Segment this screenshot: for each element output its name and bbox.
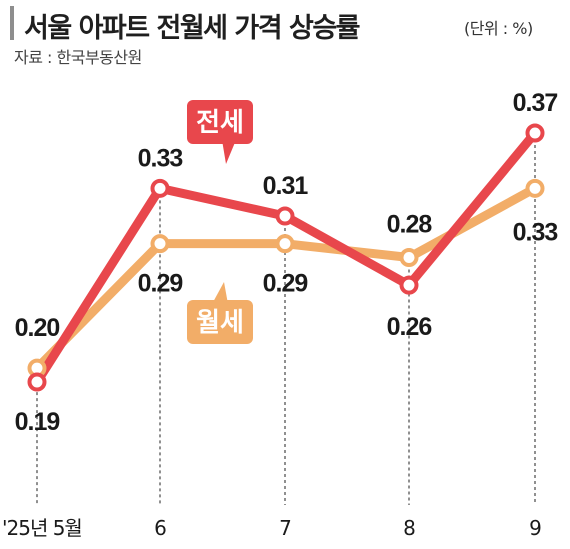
callout-jeonse: 전세 — [187, 100, 253, 164]
data-label-wolse: 0.33 — [513, 218, 558, 246]
data-label-wolse: 0.20 — [15, 314, 60, 342]
unit-label: (단위 : %) — [464, 19, 533, 38]
data-point-jeonse — [150, 178, 170, 198]
data-point-jeonse — [27, 372, 47, 392]
data-label-jeonse: 0.37 — [513, 89, 558, 117]
data-label-jeonse: 0.33 — [138, 144, 183, 172]
data-point-jeonse — [399, 275, 419, 295]
series-line-jeonse — [32, 128, 540, 387]
data-point-jeonse — [275, 206, 295, 226]
data-label-jeonse: 0.19 — [15, 408, 60, 436]
callout-box — [187, 300, 253, 344]
callout-pointer — [222, 140, 236, 164]
source-label: 자료 : 한국부동산원 — [14, 48, 142, 67]
callout-label: 전세 — [196, 108, 244, 138]
data-label-jeonse: 0.31 — [263, 172, 309, 200]
callout-wolse: 월세 — [187, 282, 253, 344]
callout-pointer — [212, 282, 228, 304]
callout-label: 월세 — [196, 308, 244, 338]
x-tick-label: 9 — [529, 516, 541, 540]
data-point-wolse — [275, 234, 295, 254]
data-label-wolse: 0.28 — [387, 211, 433, 239]
x-tick-label: '25년 5월 — [2, 516, 82, 540]
x-tick-label: 6 — [154, 516, 166, 540]
callout-box — [187, 100, 253, 144]
data-label-wolse: 0.29 — [263, 270, 308, 298]
x-tick-label: 7 — [279, 516, 291, 540]
chart-title: 서울 아파트 전월세 가격 상승률 — [24, 13, 361, 44]
x-tick-label: 8 — [403, 516, 415, 540]
data-point-wolse — [150, 234, 170, 254]
data-label-wolse: 0.29 — [138, 270, 183, 298]
data-point-wolse — [399, 248, 419, 267]
data-point-jeonse — [525, 123, 545, 143]
title-accent-bar — [10, 6, 14, 40]
data-point-wolse — [525, 178, 545, 198]
data-label-jeonse: 0.26 — [387, 313, 432, 341]
